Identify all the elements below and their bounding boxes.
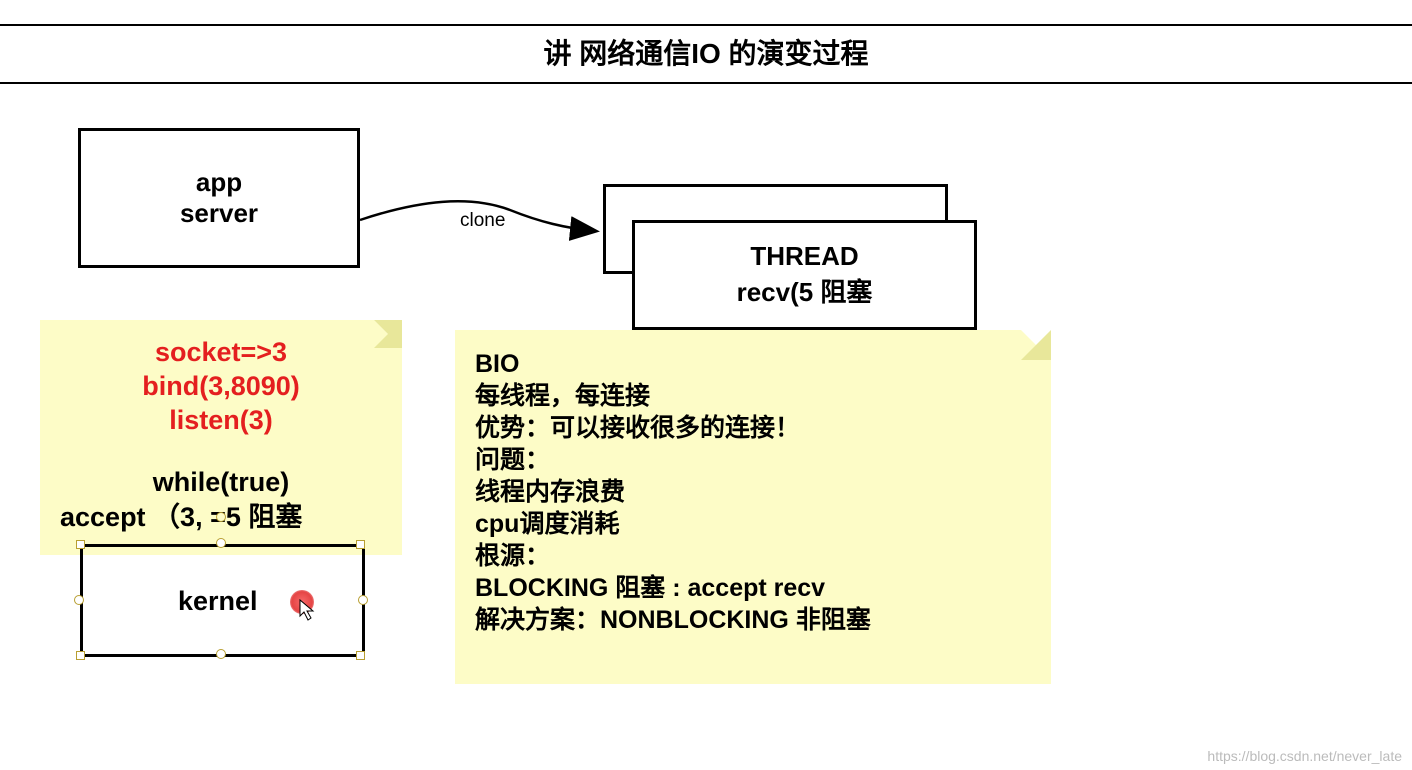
app-server-line1: app bbox=[196, 167, 242, 198]
nr-l7: cpu调度消耗 bbox=[475, 508, 1051, 540]
sel-handle-br[interactable] bbox=[356, 651, 365, 660]
sel-handle-tl[interactable] bbox=[76, 540, 85, 549]
nr-l9: BLOCKING 阻塞 : accept recv bbox=[475, 572, 1051, 604]
nr-l6: 线程内存浪费 bbox=[475, 476, 1051, 508]
node-thread-front: THREAD recv(5 阻塞 bbox=[632, 220, 977, 330]
nr-l3: 优势：可以接收很多的连接！ bbox=[475, 412, 1051, 444]
title-text: 讲 网络通信IO 的演变过程 bbox=[543, 38, 868, 69]
app-server-line2: server bbox=[180, 198, 258, 229]
watermark: https://blog.csdn.net/never_late bbox=[1207, 748, 1402, 764]
note-right: BIO 每线程，每连接 优势：可以接收很多的连接！ 问题： 线程内存浪费 cpu… bbox=[455, 330, 1051, 684]
nr-l1: BIO bbox=[475, 348, 1051, 380]
note-left-while: while(true) bbox=[40, 465, 402, 500]
sel-handle-bm[interactable] bbox=[216, 649, 226, 659]
thread-line2: recv(5 阻塞 bbox=[737, 272, 873, 309]
node-app-server: app server bbox=[78, 128, 360, 268]
note-left-red3: listen(3) bbox=[40, 404, 402, 438]
sel-handle-mr[interactable] bbox=[358, 595, 368, 605]
sel-handle-rotate[interactable] bbox=[216, 512, 226, 522]
nr-l10: 解决方案：NONBLOCKING 非阻塞 bbox=[475, 604, 1051, 636]
edge-clone-label: clone bbox=[460, 210, 505, 232]
thread-line1: THREAD bbox=[750, 241, 858, 272]
sel-handle-ml[interactable] bbox=[74, 595, 84, 605]
sel-handle-bl[interactable] bbox=[76, 651, 85, 660]
page-title: 讲 网络通信IO 的演变过程 bbox=[0, 24, 1412, 84]
nr-l8: 根源： bbox=[475, 540, 1051, 572]
kernel-label: kernel bbox=[178, 586, 258, 617]
sel-handle-tr[interactable] bbox=[356, 540, 365, 549]
sel-handle-tm[interactable] bbox=[216, 538, 226, 548]
note-left-red1: socket=>3 bbox=[40, 336, 402, 370]
note-left-red2: bind(3,8090) bbox=[40, 370, 402, 404]
nr-l5: 问题： bbox=[475, 444, 1051, 476]
nr-l2: 每线程，每连接 bbox=[475, 380, 1051, 412]
cursor-icon bbox=[298, 598, 318, 622]
